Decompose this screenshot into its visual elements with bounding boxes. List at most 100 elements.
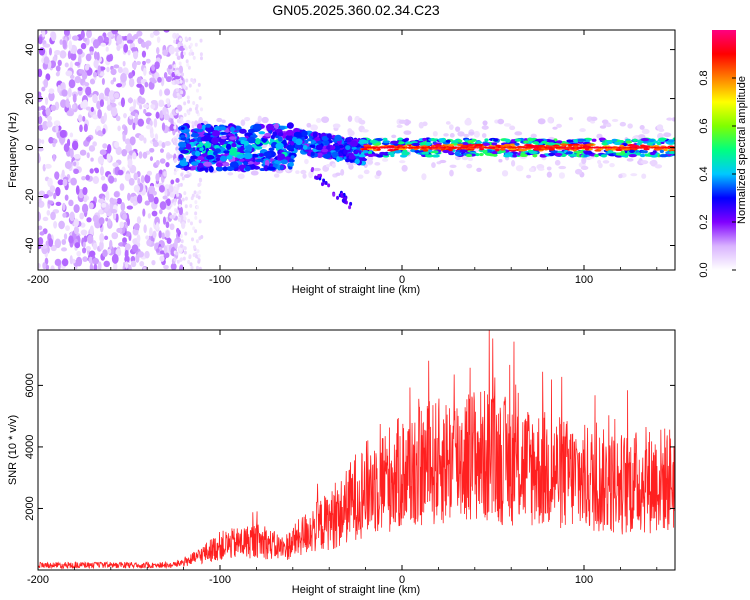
spectrogram-cell xyxy=(150,99,158,105)
spectrogram-cell xyxy=(83,139,90,147)
spectrogram-cell xyxy=(577,138,587,142)
spectrogram-cell xyxy=(43,78,49,89)
spectrogram-cell xyxy=(532,141,539,145)
spectrogram-cell xyxy=(161,122,166,131)
spectrogram-cell xyxy=(124,138,132,145)
spectrogram-cell xyxy=(220,162,230,167)
spectrogram-cell xyxy=(163,171,167,177)
spectrogram-cell xyxy=(508,146,512,149)
spectrogram-cell xyxy=(117,125,121,132)
spectrogram-cell xyxy=(170,262,177,270)
spectrogram-cell xyxy=(60,82,65,90)
spectrogram-cell xyxy=(628,154,637,158)
spectrogram-cell xyxy=(484,152,493,156)
spectrogram-cell xyxy=(88,202,94,210)
spectrogram-cell xyxy=(85,174,90,181)
spectrogram-cell xyxy=(121,149,128,157)
spectrogram-cell xyxy=(530,133,537,139)
spectrogram-cell xyxy=(495,146,499,149)
y-tick-label: 6000 xyxy=(24,373,36,397)
spectrogram-cell xyxy=(432,130,438,137)
spectrogram-cell xyxy=(399,146,403,149)
spectrogram-cell xyxy=(116,34,123,45)
spectrogram-cell xyxy=(89,46,94,53)
spectrogram-cell xyxy=(105,190,110,201)
spectrogram-cell xyxy=(383,146,387,149)
spectrogram-cell xyxy=(194,215,198,220)
x-tick-label: -200 xyxy=(27,274,49,286)
spectrogram-cell xyxy=(647,146,652,149)
spectrogram-cell xyxy=(173,171,177,176)
spectrogram-cell xyxy=(324,181,328,186)
spectrogram-cell xyxy=(554,159,561,166)
spectrogram-cell xyxy=(432,150,439,154)
spectrogram-cell xyxy=(55,65,61,72)
spectrogram-cell xyxy=(637,146,641,149)
spectrogram-cell xyxy=(159,201,167,210)
spectrogram-cell xyxy=(199,147,204,152)
spectrogram-cell xyxy=(152,230,157,239)
spectrogram-cell xyxy=(641,150,648,154)
spectrogram-cell xyxy=(183,84,187,89)
spectrogram-cell xyxy=(177,198,183,207)
spectrogram-cell xyxy=(512,154,518,158)
spectrogram-cell xyxy=(311,166,315,171)
spectrogram-cell xyxy=(272,131,277,137)
spectrogram-cell xyxy=(178,37,182,42)
spectrogram-cell xyxy=(63,143,70,153)
spectrogram-cell xyxy=(552,146,556,149)
spectrogram-cell xyxy=(261,116,269,124)
spectrogram-cell xyxy=(145,124,153,130)
spectrogram-cell xyxy=(142,266,147,270)
spectrogram-cell xyxy=(137,177,141,185)
spectrogram-cell xyxy=(666,117,673,121)
spectrogram-cell xyxy=(331,163,336,168)
spectrogram-cell xyxy=(613,141,622,146)
spectrogram-cell xyxy=(82,85,86,92)
spectrogram-cell xyxy=(336,195,340,200)
spectrogram-cell xyxy=(71,140,79,151)
spectrogram-cell xyxy=(145,112,152,117)
spectrogram-cell xyxy=(149,156,154,162)
spectrogram-cell xyxy=(176,259,180,264)
spectrogram-cell xyxy=(527,137,534,142)
spectrogram-cell xyxy=(442,149,450,154)
spectrogram-cell xyxy=(514,131,523,136)
spectrogram-cell xyxy=(174,137,178,142)
spectrogram-cell xyxy=(197,259,201,264)
spectrogram-cell xyxy=(357,174,364,179)
spectrogram-cell xyxy=(86,30,92,39)
spectrogram-cell xyxy=(194,120,199,127)
spectrogram-cell xyxy=(135,254,140,263)
spectrogram-cell xyxy=(143,224,147,234)
spectrogram-cell xyxy=(308,171,314,179)
spectrogram-cell xyxy=(410,146,414,149)
spectrogram-cell xyxy=(394,146,398,149)
spectrogram-cell xyxy=(309,144,316,148)
spectrogram-cell xyxy=(641,173,647,179)
spectrogram-cell xyxy=(145,42,149,50)
spectrogram-cell xyxy=(667,139,675,143)
spectrogram-cell xyxy=(321,116,330,124)
spectrogram-cell xyxy=(151,79,157,84)
spectrogram-cell xyxy=(50,104,57,112)
spectrogram-cell xyxy=(277,153,286,160)
spectrogram-cell xyxy=(85,106,91,111)
spectrogram-cell xyxy=(57,59,62,67)
spectrogram-cell xyxy=(85,246,91,251)
spectrogram-cell xyxy=(97,155,105,165)
spectrogram-cell xyxy=(59,129,67,138)
spectrogram-cell xyxy=(254,138,261,145)
spectrogram-cell xyxy=(579,144,585,147)
spectrogram-cell xyxy=(68,199,74,207)
spectrogram-cell xyxy=(183,44,187,49)
spectrogram-cell xyxy=(129,115,134,120)
spectrogram-cell xyxy=(590,146,594,149)
spectrogram-cell xyxy=(144,174,151,184)
spectrogram-cell xyxy=(194,254,198,259)
spectrogram-cell xyxy=(129,136,136,146)
spectrogram-cell xyxy=(481,142,491,146)
spectrogram-cell xyxy=(288,158,295,163)
spectrogram-cell xyxy=(173,212,177,217)
spectrogram-cell xyxy=(404,146,409,149)
